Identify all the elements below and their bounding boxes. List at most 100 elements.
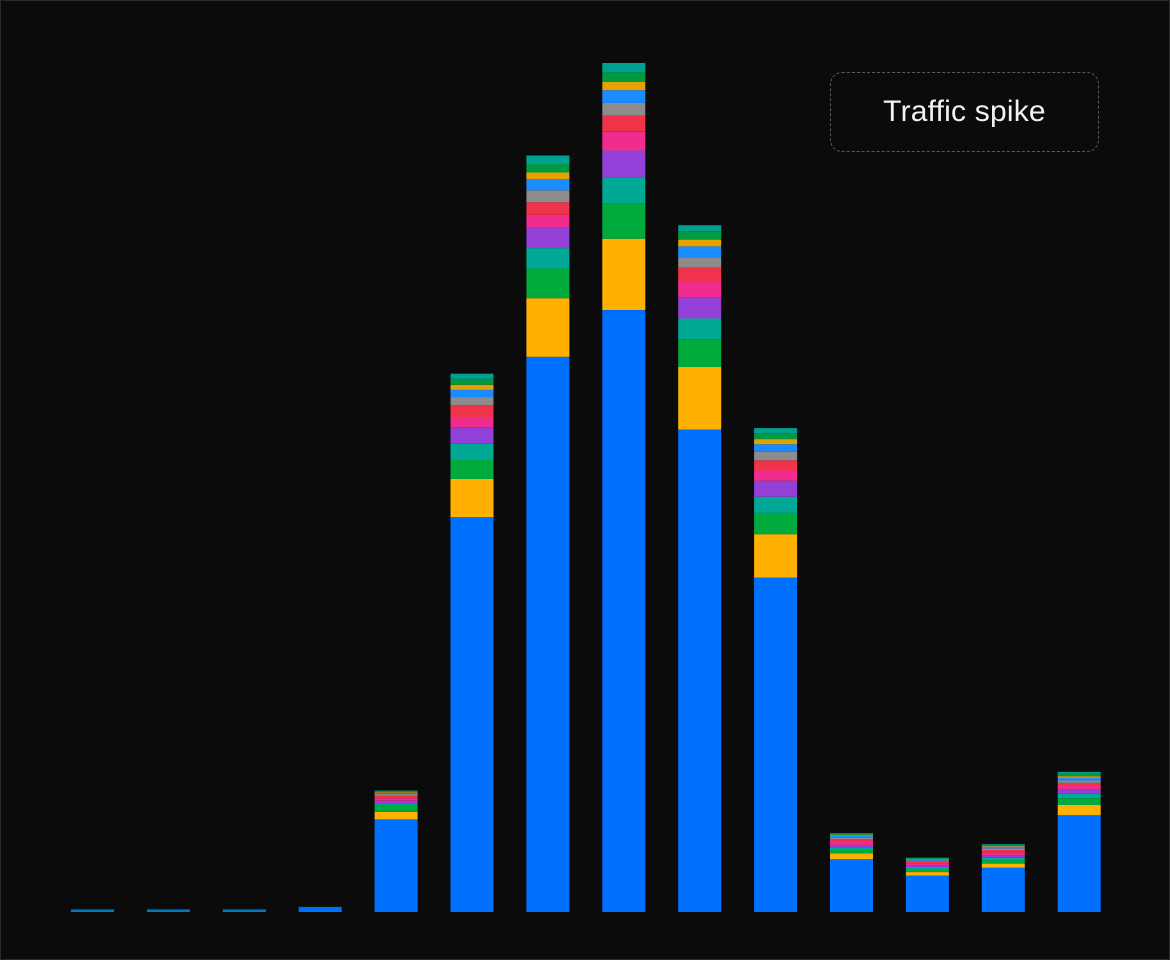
bar-segment-6-3 [450, 459, 494, 479]
bar-segment-6-11 [450, 378, 494, 385]
bar-segment-6-2 [450, 479, 494, 518]
bar-segment-12-7 [905, 861, 949, 864]
bar-segment-6-4 [450, 443, 494, 460]
bar-segment-13-1 [981, 867, 1025, 912]
bar-segment-5-12 [374, 790, 418, 792]
bar-segment-13-12 [981, 844, 1025, 845]
bar-segment-12-8 [905, 861, 949, 862]
bar-segment-8-2 [602, 238, 646, 310]
bar-segment-14-6 [1057, 785, 1101, 790]
bar-segment-8-11 [602, 72, 646, 82]
bar-segment-3-12 [222, 909, 266, 911]
bar-segment-10-9 [754, 444, 798, 452]
bar-segment-5-7 [374, 795, 418, 799]
bar-segment-11-1 [830, 859, 873, 912]
bar-segment-12-10 [905, 859, 949, 861]
bar-segment-9-4 [678, 318, 722, 340]
bar-segment-9-9 [678, 246, 722, 258]
bar-segment-12-4 [905, 867, 949, 870]
bar-segment-13-9 [981, 846, 1025, 849]
bar-segment-7-1 [526, 356, 570, 912]
bar-segment-1-1 [71, 910, 114, 912]
bar-segment-6-6 [450, 417, 494, 428]
bar-segment-8-1 [602, 310, 646, 913]
bar-segment-8-12 [602, 63, 646, 73]
bar-segment-2-1 [146, 910, 190, 912]
bar-segment-6-1 [450, 517, 494, 912]
bar-segment-14-9 [1057, 777, 1101, 781]
bar-segment-5-5 [374, 800, 418, 804]
bar-segment-14-8 [1057, 780, 1101, 783]
bar-segment-5-11 [374, 791, 418, 793]
bar-segment-10-2 [754, 534, 798, 578]
bar-segment-6-12 [450, 373, 494, 379]
bar-segment-14-12 [1057, 771, 1101, 774]
bar-segment-11-8 [830, 837, 873, 839]
bar-segment-14-2 [1057, 805, 1101, 816]
bar-segment-12-1 [905, 875, 949, 912]
bar-segment-10-5 [754, 480, 798, 497]
bar-segment-13-3 [981, 860, 1025, 864]
bar-segment-10-8 [754, 451, 798, 461]
bar-segment-1-12 [71, 909, 114, 911]
bar-segment-14-1 [1057, 815, 1101, 912]
bar-segment-2-12 [146, 909, 190, 911]
bar-segment-9-8 [678, 257, 722, 268]
bar-segment-5-10 [374, 792, 418, 794]
bar-segment-8-4 [602, 177, 646, 204]
bar-segment-10-6 [754, 470, 798, 481]
bar-segment-10-1 [754, 577, 798, 912]
bar-segment-3-1 [222, 910, 266, 912]
bar-segment-14-7 [1057, 783, 1101, 786]
bar-segment-5-2 [374, 811, 418, 820]
bar-segment-13-11 [981, 844, 1025, 846]
bar-segment-9-3 [678, 339, 722, 367]
bar-segment-7-12 [526, 155, 570, 164]
bar-segment-7-3 [526, 268, 570, 299]
bar-segment-5-8 [374, 794, 418, 796]
bar-segment-5-6 [374, 798, 418, 801]
bar-segment-7-5 [526, 227, 570, 249]
bar-segment-13-10 [981, 845, 1025, 847]
bar-segment-10-4 [754, 496, 798, 513]
bar-segment-13-2 [981, 863, 1025, 868]
bar-segment-9-7 [678, 267, 722, 282]
bar-segment-10-3 [754, 513, 798, 535]
bar-segment-9-5 [678, 297, 722, 319]
bar-segment-11-3 [830, 850, 873, 854]
bar-segment-12-9 [905, 860, 949, 861]
bar-segment-11-11 [830, 833, 873, 835]
bar-segment-8-10 [602, 81, 646, 91]
bar-segment-9-12 [678, 225, 722, 232]
bar-segment-5-9 [374, 793, 418, 794]
bar-segment-7-8 [526, 190, 570, 203]
bar-segment-14-5 [1057, 789, 1101, 794]
bar-segment-14-11 [1057, 773, 1101, 777]
bar-segment-4-1 [298, 907, 342, 912]
bar-segment-13-6 [981, 852, 1025, 856]
bar-segment-8-7 [602, 115, 646, 132]
bar-segment-12-3 [905, 869, 949, 872]
bar-segment-8-9 [602, 90, 646, 103]
bar-segment-11-5 [830, 844, 873, 848]
bar-segment-12-2 [905, 872, 949, 876]
bar-segment-14-3 [1057, 798, 1101, 805]
bar-segment-7-7 [526, 202, 570, 215]
bar-segment-7-6 [526, 215, 570, 228]
bar-segment-9-11 [678, 231, 722, 240]
bar-segment-6-8 [450, 397, 494, 406]
bar-segment-14-4 [1057, 794, 1101, 799]
traffic-spike-annotation: Traffic spike [830, 72, 1099, 152]
bar-segment-9-6 [678, 282, 722, 298]
bar-segment-9-1 [678, 429, 722, 912]
bar-segment-13-4 [981, 857, 1025, 861]
bar-segment-11-4 [830, 847, 873, 850]
bar-segment-5-3 [374, 805, 418, 812]
bar-segment-6-10 [450, 384, 494, 390]
bar-segment-13-5 [981, 855, 1025, 858]
bar-segment-11-9 [830, 835, 873, 838]
bar-segment-6-5 [450, 427, 494, 444]
bar-segment-14-10 [1057, 776, 1101, 778]
